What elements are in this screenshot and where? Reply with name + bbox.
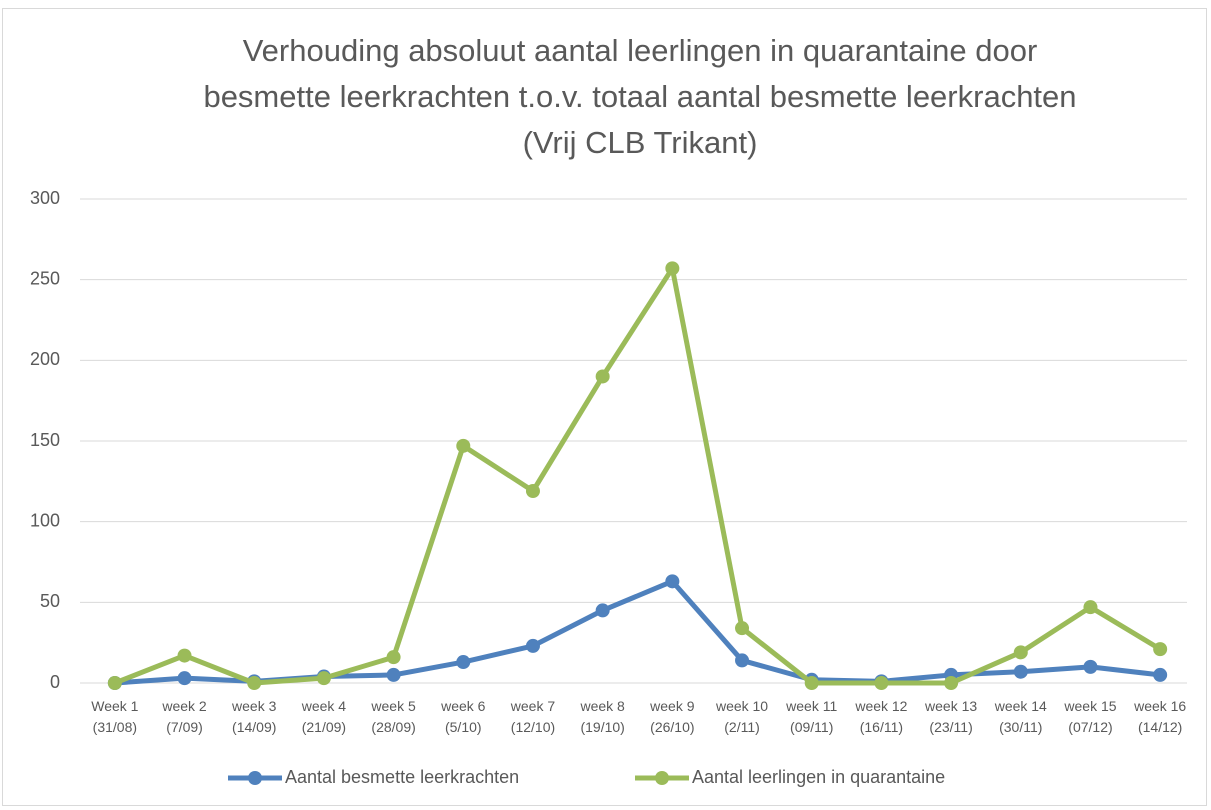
x-tick-line: week 16 [1133,698,1186,714]
legend-label: Aantal leerlingen in quarantaine [692,767,945,787]
x-tick-line: (07/12) [1068,719,1112,735]
x-tick-line: week 8 [579,698,625,714]
x-tick-line: (12/10) [511,719,555,735]
x-tick-line: week 4 [301,698,347,714]
data-point [456,438,471,453]
y-tick-label: 200 [30,349,60,369]
x-tick-line: (09/11) [790,719,833,735]
data-point [665,261,680,276]
data-point [735,621,750,636]
data-point [525,638,540,653]
y-tick-label: 100 [30,510,60,530]
x-tick-line: (31/08) [93,719,137,735]
data-point [177,671,192,686]
x-tick-line: (16/11) [860,719,903,735]
x-tick-line: (7/09) [166,719,203,735]
data-point [595,603,610,618]
legend-label: Aantal besmette leerkrachten [285,767,519,787]
x-tick-line: week 10 [715,698,768,714]
data-point [804,676,819,690]
data-point [1013,664,1028,679]
x-tick-label: week 7 (12/10) [510,698,556,735]
data-point [595,369,610,384]
x-tick-label: week 8 (19/10) [579,698,625,735]
x-tick-line: week 5 [370,698,416,714]
x-tick-label: week 4 (21/09) [301,698,347,735]
x-tick-line: week 7 [510,698,556,714]
x-tick-label: week 11 (09/11) [785,698,837,735]
x-tick-label: week 9 (26/10) [649,698,695,735]
data-point [1083,659,1098,674]
series-line [114,578,1161,686]
x-tick-line: week 15 [1063,698,1116,714]
chart-frame [2,8,1207,806]
x-tick-line: (21/09) [302,719,346,735]
data-point [874,676,889,690]
data-point [944,676,959,690]
x-tick-line: (14/12) [1138,719,1182,735]
x-tick-label: week 10 (2/11) [715,698,768,735]
x-tick-line: (14/09) [232,719,276,735]
data-point [247,676,262,690]
x-tick-label: week 15 (07/12) [1063,698,1116,735]
x-tick-line: (5/10) [445,719,482,735]
data-point [386,650,401,665]
x-tick-label: week 16 (14/12) [1133,698,1186,735]
x-tick-label: week 3 (14/09) [231,698,277,735]
data-point [665,574,680,589]
y-tick-label: 0 [50,672,60,692]
x-tick-line: week 3 [231,698,277,714]
x-tick-label: Week 1 (31/08) [91,698,138,735]
x-tick-label: week 6 (5/10) [440,698,486,735]
y-tick-label: 150 [30,430,60,450]
data-point [107,676,122,690]
x-tick-line: week 13 [924,698,977,714]
chart-title: Verhouding absoluut aantal leerlingen in… [203,33,1077,160]
x-tick-line: (26/10) [650,719,694,735]
x-tick-line: week 2 [161,698,207,714]
x-tick-label: week 2 (7/09) [161,698,207,735]
x-tick-line: week 6 [440,698,486,714]
y-tick-label: 250 [30,268,60,288]
x-tick-line: Week 1 [91,698,138,714]
x-tick-line: week 12 [854,698,907,714]
x-tick-line: (30/11) [999,719,1042,735]
data-point [1153,642,1168,657]
legend-marker [655,771,669,785]
data-point [1013,645,1028,660]
data-point [456,655,471,670]
x-tick-label: week 14 (30/11) [994,698,1047,735]
x-tick-line: week 9 [649,698,695,714]
x-tick-line: (23/11) [929,719,972,735]
y-tick-label: 50 [40,591,60,611]
data-point [1083,600,1098,615]
series-line [113,265,1162,686]
data-point [386,667,401,682]
data-point [177,648,192,663]
x-tick-label: week 5 (28/09) [370,698,416,735]
x-tick-line: week 11 [785,698,837,714]
x-tick-line: (2/11) [724,719,760,735]
x-tick-label: week 12 (16/11) [854,698,907,735]
x-tick-label: week 13 (23/11) [924,698,977,735]
data-point [316,671,331,686]
data-point [525,484,540,499]
legend-marker [248,771,262,785]
x-tick-line: (19/10) [580,719,624,735]
data-point [1153,667,1168,682]
data-point [735,653,750,668]
y-tick-label: 300 [30,188,60,208]
x-tick-line: week 14 [994,698,1047,714]
x-tick-line: (28/09) [371,719,415,735]
